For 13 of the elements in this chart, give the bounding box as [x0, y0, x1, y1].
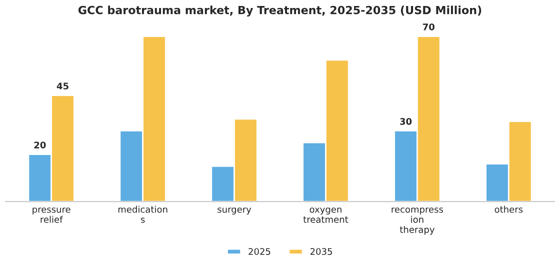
x-tick-label: medication s	[118, 206, 168, 223]
legend-label: 2025	[248, 248, 270, 255]
legend-label: 2035	[310, 248, 332, 255]
x-tick-label: oxygen treatment	[303, 208, 348, 223]
data-label: 45	[56, 82, 68, 90]
x-tick-label: recompress ion therapy	[392, 208, 444, 235]
chart-title: GCC barotrauma market, By Treatment, 2025-2035 (USD Million)	[78, 6, 482, 17]
x-tick-label: surgery	[218, 208, 252, 215]
data-label: 30	[400, 118, 412, 125]
x-tick-label: pressure relief	[32, 208, 70, 223]
x-tick-label: others	[494, 206, 523, 213]
data-label: 70	[422, 24, 434, 30]
data-label: 20	[34, 142, 46, 148]
